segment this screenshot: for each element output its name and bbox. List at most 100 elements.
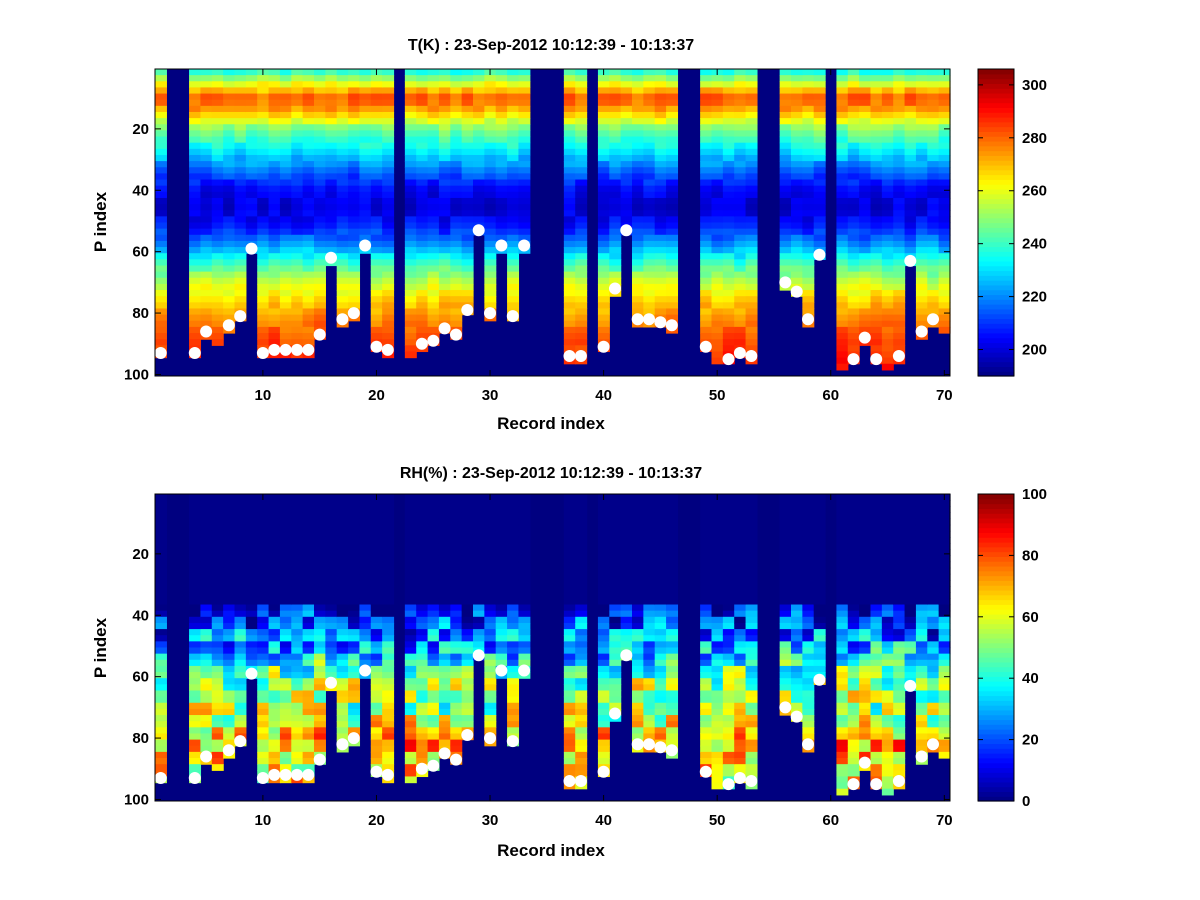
heatmap-cell (189, 296, 202, 303)
heatmap-cell (223, 210, 236, 217)
heatmap-cell (257, 99, 270, 107)
heatmap-cell (200, 727, 213, 735)
heatmap-cell (325, 173, 338, 181)
heatmap-cell (711, 610, 724, 618)
heatmap-cell (234, 148, 247, 156)
heatmap-cell (847, 721, 860, 728)
heatmap-cell (314, 93, 326, 101)
heatmap-cell (314, 154, 326, 162)
heatmap-cell (211, 665, 224, 673)
heatmap-cell (223, 555, 236, 563)
heatmap-cell (416, 739, 429, 747)
heatmap-cell (325, 506, 338, 514)
heatmap-cell (427, 93, 440, 101)
heatmap-cell (189, 99, 202, 107)
heatmap-cell (404, 314, 417, 322)
heatmap-cell (836, 702, 849, 710)
heatmap-cell (279, 733, 292, 741)
heatmap-cell (438, 296, 451, 303)
heatmap-cell (268, 536, 281, 544)
colorbar-swatch (978, 356, 1014, 363)
heatmap-cell (915, 136, 928, 144)
heatmap-cell (563, 745, 576, 753)
heatmap-cell (234, 111, 247, 119)
heatmap-cell (427, 579, 440, 587)
heatmap-cell (915, 228, 928, 236)
heatmap-cell (881, 764, 894, 771)
heatmap-cell (155, 586, 167, 593)
heatmap-cell (722, 629, 735, 636)
heatmap-cell (359, 75, 372, 82)
heatmap-cell (416, 259, 429, 267)
heatmap-cell (893, 247, 906, 254)
heatmap-cell (734, 87, 747, 95)
heatmap-column (870, 69, 883, 365)
colorbar-swatch (978, 246, 1014, 252)
heatmap-cell (416, 678, 429, 685)
heatmap-cell (234, 296, 247, 303)
surface-marker (597, 340, 610, 353)
heatmap-cell (302, 111, 315, 119)
heatmap-cell (632, 696, 644, 704)
heatmap-cell (632, 167, 644, 174)
heatmap-cell (563, 518, 576, 526)
heatmap-cell (404, 518, 417, 526)
heatmap-cell (155, 702, 167, 710)
heatmap-cell (870, 561, 883, 569)
heatmap-cell (711, 173, 724, 181)
heatmap-cell (881, 610, 894, 618)
heatmap-cell (484, 635, 497, 642)
heatmap-cell (291, 506, 304, 514)
heatmap-cell (813, 179, 826, 187)
heatmap-cell (484, 81, 497, 89)
heatmap-cell (915, 314, 928, 322)
heatmap-cell (711, 87, 724, 95)
heatmap-cell (348, 647, 361, 655)
heatmap-cell (268, 758, 281, 765)
heatmap-cell (643, 197, 656, 205)
heatmap-cell (348, 210, 361, 217)
heatmap-column (223, 494, 236, 759)
heatmap-cell (870, 635, 883, 642)
heatmap-cell (245, 579, 258, 587)
heatmap-column (859, 69, 872, 346)
heatmap-cell (836, 234, 849, 242)
heatmap-cell (438, 524, 451, 532)
heatmap-cell (779, 610, 792, 618)
heatmap-cell (722, 240, 735, 248)
heatmap-cell (450, 216, 463, 224)
heatmap-cell (632, 653, 644, 661)
heatmap-cell (859, 573, 872, 581)
heatmap-cell (473, 641, 485, 649)
heatmap-cell (813, 518, 826, 526)
heatmap-cell (336, 234, 349, 242)
heatmap-cell (404, 259, 417, 267)
heatmap-cell (870, 690, 883, 698)
heatmap-cell (915, 204, 928, 211)
heatmap-cell (654, 75, 667, 82)
heatmap-cell (563, 536, 576, 544)
heatmap-cell (700, 641, 713, 649)
heatmap-cell (404, 506, 417, 514)
heatmap-cell (348, 222, 361, 230)
heatmap-cell (791, 204, 803, 211)
heatmap-cell (711, 111, 724, 119)
heatmap-cell (348, 142, 361, 150)
heatmap-cell (575, 579, 588, 587)
heatmap-cell (847, 277, 860, 285)
heatmap-cell (245, 653, 258, 661)
heatmap-cell (893, 210, 906, 217)
heatmap-cell (791, 653, 803, 661)
heatmap-cell (745, 555, 758, 563)
heatmap-cell (268, 665, 281, 673)
heatmap-cell (257, 665, 270, 673)
heatmap-cell (700, 265, 713, 273)
heatmap-cell (200, 684, 213, 692)
heatmap-cell (336, 124, 349, 131)
heatmap-cell (802, 154, 815, 162)
heatmap-cell (234, 265, 247, 273)
heatmap-cell (200, 543, 213, 550)
heatmap-cell (722, 326, 735, 334)
heatmap-cell (779, 81, 792, 89)
heatmap-cell (904, 185, 917, 193)
